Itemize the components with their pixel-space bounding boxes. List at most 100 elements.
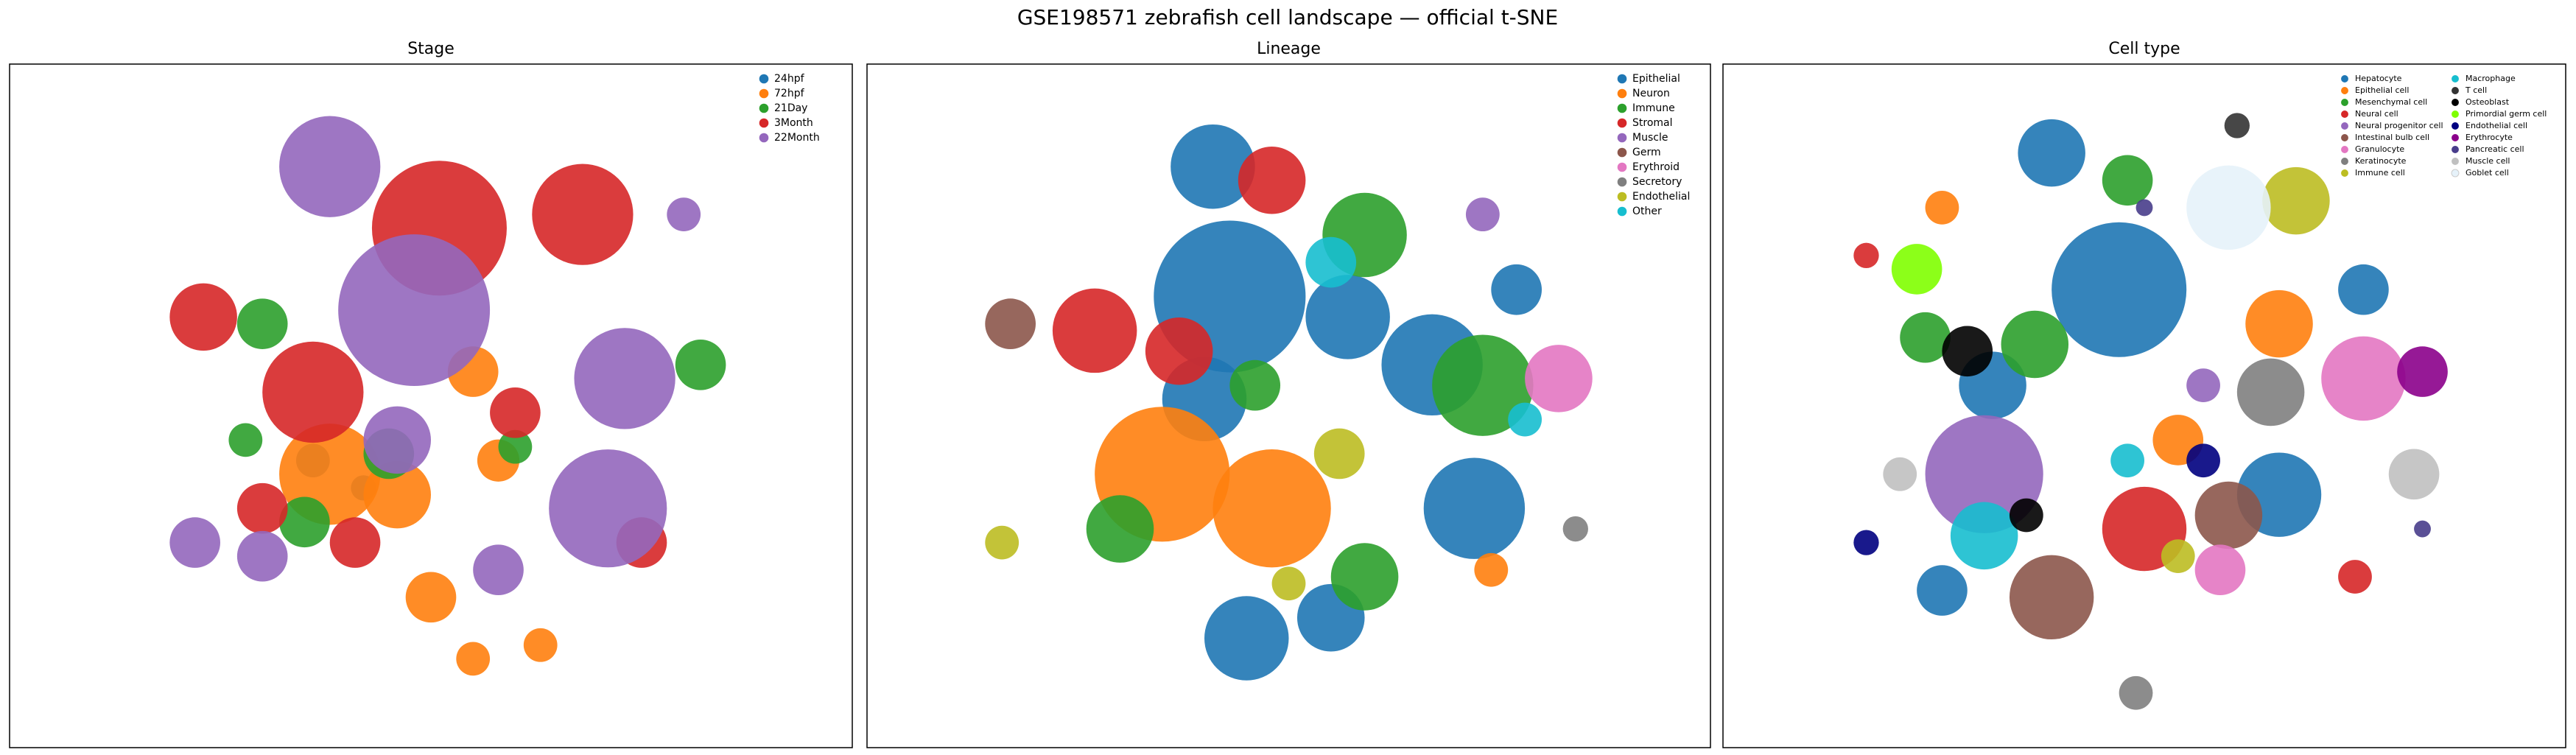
cluster bbox=[1238, 146, 1306, 214]
legend-label: Immune cell bbox=[2355, 168, 2405, 178]
cluster bbox=[1917, 565, 1968, 616]
cluster bbox=[1305, 275, 1390, 359]
cluster bbox=[1212, 449, 1331, 568]
panel-title: Stage bbox=[407, 40, 455, 58]
legend-label: Neuron bbox=[1632, 88, 1670, 99]
cluster bbox=[1853, 242, 1879, 268]
cluster bbox=[2009, 555, 2094, 640]
cluster bbox=[1942, 326, 1993, 377]
legend-marker bbox=[2341, 75, 2348, 82]
cluster bbox=[456, 642, 491, 676]
legend-label: Secretory bbox=[1632, 176, 1682, 188]
legend-label: Pancreatic cell bbox=[2466, 144, 2524, 154]
legend-label: Endothelial cell bbox=[2466, 121, 2527, 130]
legend: Hepatocyte Epithelial cell Mesenchymal cel… bbox=[2341, 74, 2547, 178]
points bbox=[169, 116, 726, 676]
legend-label: 3Month bbox=[774, 117, 813, 129]
cluster bbox=[1229, 359, 1281, 411]
legend-label: Epithelial cell bbox=[2355, 85, 2409, 95]
legend-label: Granulocyte bbox=[2355, 144, 2404, 154]
cluster bbox=[2052, 222, 2187, 357]
cluster bbox=[1562, 516, 1588, 542]
cluster bbox=[1891, 244, 1942, 295]
legend-marker bbox=[2341, 99, 2348, 106]
legend-marker bbox=[1617, 74, 1627, 84]
cluster bbox=[228, 423, 263, 457]
legend-marker bbox=[2341, 122, 2348, 130]
cluster bbox=[1145, 317, 1213, 385]
cluster bbox=[985, 525, 1019, 560]
legend-marker bbox=[1617, 192, 1627, 202]
points bbox=[985, 124, 1593, 681]
cluster bbox=[2135, 199, 2153, 217]
legend-marker bbox=[759, 74, 769, 84]
legend-marker bbox=[1617, 162, 1627, 172]
panel-title: Cell type bbox=[2108, 40, 2180, 58]
legend-marker bbox=[1617, 88, 1627, 99]
cluster bbox=[1525, 345, 1593, 412]
cluster bbox=[1950, 502, 2018, 570]
legend: Epithelial Neuron Immune Stromal Muscle Germ E… bbox=[1617, 73, 1690, 217]
cluster bbox=[405, 572, 457, 623]
cluster bbox=[2186, 368, 2220, 403]
cluster bbox=[1508, 402, 1542, 437]
cluster bbox=[2161, 539, 2195, 574]
legend-marker bbox=[2341, 134, 2348, 141]
legend-label: Immune bbox=[1632, 102, 1675, 114]
legend-label: Osteoblast bbox=[2466, 97, 2510, 107]
cluster bbox=[523, 628, 558, 662]
legend-label: Neural cell bbox=[2355, 109, 2398, 119]
frame bbox=[866, 63, 1711, 748]
cluster bbox=[236, 530, 288, 582]
cluster bbox=[2194, 544, 2246, 596]
cluster bbox=[985, 298, 1036, 349]
cluster bbox=[532, 164, 634, 265]
cluster bbox=[1925, 415, 2043, 533]
legend-marker bbox=[759, 88, 769, 99]
cluster bbox=[2224, 113, 2250, 138]
legend-label: Mesenchymal cell bbox=[2355, 97, 2427, 107]
legend-label: 24hpf bbox=[774, 73, 805, 85]
cluster bbox=[2009, 498, 2043, 533]
legend-label: T cell bbox=[2465, 85, 2487, 95]
cluster bbox=[2110, 443, 2145, 478]
cluster bbox=[2194, 481, 2263, 549]
cluster bbox=[2414, 520, 2431, 538]
legend-marker bbox=[2341, 146, 2348, 153]
cluster bbox=[1900, 312, 1951, 363]
cluster bbox=[2338, 560, 2372, 594]
legend-marker bbox=[2341, 87, 2348, 94]
cluster bbox=[490, 387, 541, 438]
cluster bbox=[2236, 358, 2305, 426]
cluster bbox=[2321, 336, 2406, 421]
legend-label: Muscle cell bbox=[2466, 156, 2510, 166]
cluster bbox=[1305, 236, 1357, 288]
cluster bbox=[1423, 457, 1526, 559]
cluster bbox=[279, 496, 330, 548]
figure-title: GSE198571 zebrafish cell landscape — off… bbox=[1017, 5, 1558, 29]
legend-marker bbox=[759, 118, 769, 128]
legend-label: Neural progenitor cell bbox=[2355, 121, 2443, 130]
legend-marker bbox=[1617, 177, 1627, 187]
cluster bbox=[473, 544, 524, 596]
legend-marker bbox=[2452, 99, 2459, 106]
legend-label: Hepatocyte bbox=[2355, 74, 2402, 83]
legend-label: Germ bbox=[1632, 147, 1661, 158]
legend-marker bbox=[2341, 169, 2348, 177]
legend-marker bbox=[759, 133, 769, 143]
legend-marker bbox=[2452, 110, 2459, 118]
legend-marker bbox=[2452, 134, 2459, 141]
cluster bbox=[1925, 191, 1959, 225]
cluster bbox=[329, 517, 381, 568]
cluster bbox=[2262, 166, 2330, 235]
legend-marker bbox=[1617, 147, 1627, 158]
cluster bbox=[169, 283, 237, 351]
legend-label: Erythrocyte bbox=[2466, 133, 2513, 142]
cluster bbox=[279, 116, 381, 217]
legend-label: Macrophage bbox=[2466, 74, 2516, 83]
cluster bbox=[2018, 119, 2085, 187]
cluster bbox=[338, 234, 491, 387]
cluster bbox=[667, 197, 701, 232]
legend-marker bbox=[2452, 158, 2459, 165]
